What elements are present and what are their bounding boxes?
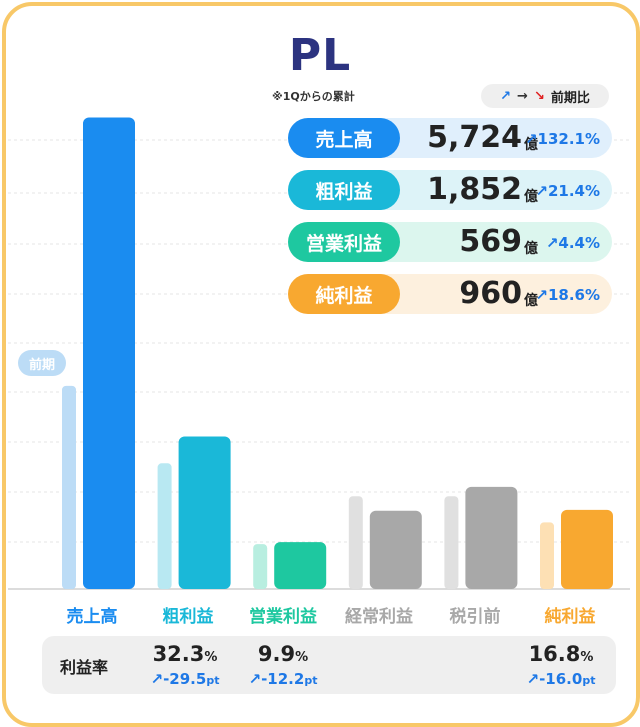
bar-previous-0 xyxy=(62,385,76,589)
margin-change-gross: ↗-29.5pt xyxy=(130,670,240,688)
category-label-operating-profit: 営業利益 xyxy=(249,607,317,627)
stat-label-operating-profit: 営業利益 xyxy=(288,222,400,262)
stat-value-operating-profit: 569 xyxy=(459,224,522,259)
margin-number-operating: 9.9 xyxy=(257,642,296,666)
margin-change-number-net: ↗-16.0 xyxy=(526,670,583,688)
stat-unit-gross-profit: 億 xyxy=(524,189,538,205)
bar-current-0 xyxy=(83,117,135,590)
stat-row-operating-profit: 営業利益 569 億 ↗4.4% xyxy=(288,222,612,262)
chart-title: PL xyxy=(288,30,352,81)
down-arrow-icon: ↘ xyxy=(533,88,545,104)
stat-value-revenue: 5,724 xyxy=(427,120,522,155)
previous-period-badge: 前期 xyxy=(18,350,66,376)
margin-change-unit-gross: pt xyxy=(206,674,220,687)
margin-change-number-gross: ↗-29.5 xyxy=(150,670,207,688)
stat-row-gross-profit: 粗利益 1,852 億 ↗21.4% xyxy=(288,170,612,210)
margin-number-net: 16.8 xyxy=(528,642,581,666)
category-label-gross-profit: 粗利益 xyxy=(162,607,214,627)
stat-unit-revenue: 億 xyxy=(524,137,538,153)
margin-value-operating: 9.9% xyxy=(228,642,338,666)
stat-label-net-profit: 純利益 xyxy=(288,274,400,314)
margin-change-net: ↗-16.0pt xyxy=(506,670,616,688)
margin-unit-net: % xyxy=(580,650,594,665)
margin-number-gross: 32.3 xyxy=(152,642,205,666)
margin-value-gross: 32.3% xyxy=(130,642,240,666)
stat-change-net-profit: ↗18.6% xyxy=(535,286,600,304)
bar-current-3 xyxy=(369,510,422,589)
profit-margin-panel: 利益率 32.3% ↗-29.5pt 9.9% ↗-12.2pt 16.8% ↗… xyxy=(42,636,616,694)
bar-previous-5 xyxy=(540,522,554,589)
stat-label-gross-profit: 粗利益 xyxy=(288,170,400,210)
bar-current-2 xyxy=(274,542,327,589)
stat-value-gross-profit: 1,852 xyxy=(427,172,522,207)
category-label-pretax-profit: 税引前 xyxy=(449,607,501,627)
margin-change-operating: ↗-12.2pt xyxy=(228,670,338,688)
stat-unit-operating-profit: 億 xyxy=(524,241,538,257)
yoy-legend-label: 前期比 xyxy=(550,90,590,106)
profit-margin-title: 利益率 xyxy=(60,658,109,677)
stat-unit-net-profit: 億 xyxy=(524,293,538,309)
bar-previous-4 xyxy=(444,496,459,589)
chart-subtitle: ※1Qからの累計 xyxy=(272,90,355,103)
yoy-legend: ↗ → ↘ 前期比 xyxy=(481,84,609,108)
stat-value-net-profit: 960 xyxy=(459,276,522,311)
stat-label-revenue: 売上高 xyxy=(288,118,400,158)
category-label-ordinary-profit: 経常利益 xyxy=(345,607,413,627)
margin-unit-operating: % xyxy=(295,650,309,665)
right-arrow-icon: → xyxy=(517,88,528,104)
stat-row-revenue: 売上高 5,724 億 ↗132.1% xyxy=(288,118,612,158)
stat-change-operating-profit: ↗4.4% xyxy=(545,234,600,252)
stat-change-revenue: ↗132.1% xyxy=(524,130,600,148)
bar-previous-2 xyxy=(253,544,268,589)
margin-change-unit-operating: pt xyxy=(304,674,318,687)
category-label-net-profit: 純利益 xyxy=(544,607,596,627)
bar-current-1 xyxy=(178,436,231,589)
category-label-revenue: 売上高 xyxy=(66,607,118,627)
margin-change-number-operating: ↗-12.2 xyxy=(248,670,305,688)
bar-current-5 xyxy=(561,509,613,589)
stat-change-gross-profit: ↗21.4% xyxy=(535,182,600,200)
margin-value-net: 16.8% xyxy=(506,642,616,666)
up-arrow-icon: ↗ xyxy=(500,88,512,104)
bar-current-4 xyxy=(465,486,518,589)
margin-unit-gross: % xyxy=(204,650,218,665)
bar-previous-1 xyxy=(157,463,172,589)
bar-previous-3 xyxy=(348,496,363,589)
stat-row-net-profit: 純利益 960 億 ↗18.6% xyxy=(288,274,612,314)
margin-change-unit-net: pt xyxy=(582,674,596,687)
